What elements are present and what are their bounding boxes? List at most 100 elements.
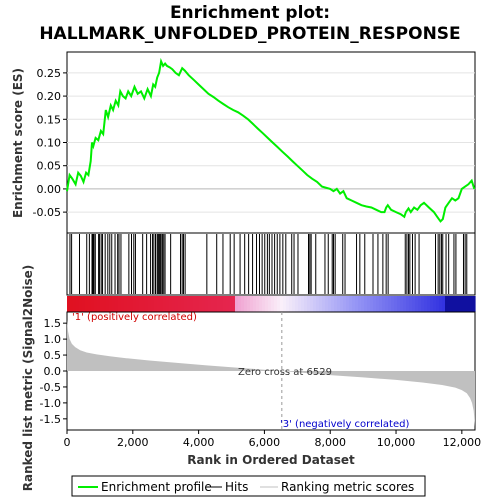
hit-marks <box>69 234 468 294</box>
heatmap-cell <box>364 296 368 312</box>
heatmap-cell <box>178 296 182 312</box>
metric-x-ticks: 0 2,000 4,000 6,000 8,000 10,000 12,000 <box>64 430 481 449</box>
heatmap-cell <box>376 296 380 312</box>
es-axis-label: Enrichment score (ES) <box>11 68 25 218</box>
heatmap-cell <box>463 296 467 312</box>
heatmap-cell <box>70 296 74 312</box>
heatmap-cell <box>439 296 443 312</box>
heatmap-cell <box>103 296 107 312</box>
heatmap-cell <box>223 296 227 312</box>
heatmap-cell <box>343 296 347 312</box>
heatmap-cell <box>313 296 317 312</box>
heatmap-cell <box>307 296 311 312</box>
metric-y-tick-label: -1.0 <box>40 397 61 410</box>
heatmap-cell <box>124 296 128 312</box>
heatmap-cell <box>421 296 425 312</box>
heatmap-cell <box>352 296 356 312</box>
heatmap-cell <box>406 296 410 312</box>
heatmap-cell <box>403 296 407 312</box>
heatmap-cell <box>169 296 173 312</box>
heatmap-cell <box>397 296 401 312</box>
hits-panel <box>66 232 476 296</box>
heatmap-cell <box>442 296 446 312</box>
heatmap-cell <box>79 296 83 312</box>
ranking-heatmap-bar <box>67 296 476 312</box>
heatmap-cell <box>451 296 455 312</box>
heatmap-cell <box>457 296 461 312</box>
heatmap-cell <box>394 296 398 312</box>
legend-hits-label: Hits <box>225 480 248 494</box>
metric-panel: 1.5 1.0 0.5 0.0 -0.5 -1.0 -1.5 0 2,000 4,000 6,00… <box>21 265 481 492</box>
heatmap-cell <box>256 296 260 312</box>
heatmap-cell <box>133 296 137 312</box>
metric-y-tick-label: 1.0 <box>44 333 62 346</box>
heatmap-cell <box>202 296 206 312</box>
heatmap-cell <box>109 296 113 312</box>
heatmap-cell <box>310 296 314 312</box>
heatmap-cell <box>199 296 203 312</box>
heatmap-cell <box>181 296 185 312</box>
metric-y-tick-label: -0.5 <box>40 381 61 394</box>
heatmap-cell <box>196 296 200 312</box>
es-y-tick-label: 0.15 <box>37 113 62 126</box>
heatmap-cell <box>82 296 86 312</box>
enrichment-profile-line <box>66 57 476 223</box>
heatmap-cell <box>175 296 179 312</box>
heatmap-cell <box>430 296 434 312</box>
heatmap-cell <box>472 296 476 312</box>
hits-panel-frame <box>66 232 476 296</box>
heatmap-cell <box>115 296 119 312</box>
heatmap-cell <box>205 296 209 312</box>
heatmap-cell <box>139 296 143 312</box>
es-y-tick-label: 0.20 <box>37 90 62 103</box>
heatmap-cell <box>361 296 365 312</box>
heatmap-cell <box>409 296 413 312</box>
heatmap-cell <box>271 296 275 312</box>
ranking-metric-area <box>67 320 475 427</box>
heatmap-cell <box>319 296 323 312</box>
heatmap-cell <box>166 296 170 312</box>
es-y-tick-label: 0.10 <box>37 137 62 150</box>
heatmap-cell <box>73 296 77 312</box>
heatmap-cell <box>367 296 371 312</box>
heatmap-cell <box>280 296 284 312</box>
heatmap-cell <box>259 296 263 312</box>
heatmap-cell <box>331 296 335 312</box>
heatmap-cell <box>100 296 104 312</box>
heatmap-cell <box>211 296 215 312</box>
heatmap-cell <box>298 296 302 312</box>
heatmap-cell <box>466 296 470 312</box>
heatmap-cell <box>418 296 422 312</box>
heatmap-cell <box>322 296 326 312</box>
positive-correlation-label: '1' (positively correlated) <box>72 312 197 323</box>
es-y-tick-label: 0.00 <box>37 183 62 196</box>
heatmap-cell <box>127 296 131 312</box>
chart-title-line2: HALLMARK_UNFOLDED_PROTEIN_RESPONSE <box>39 24 460 44</box>
heatmap-cell <box>433 296 437 312</box>
heatmap-cell <box>184 296 188 312</box>
es-y-tick-label: 0.05 <box>37 160 62 173</box>
heatmap-cell <box>160 296 164 312</box>
heatmap-cell <box>91 296 95 312</box>
heatmap-cell <box>154 296 158 312</box>
heatmap-cell <box>334 296 338 312</box>
heatmap-cell <box>400 296 404 312</box>
heatmap-cell <box>112 296 116 312</box>
heatmap-cell <box>349 296 353 312</box>
metric-axis-label: Ranked list metric (Signal2Noise) <box>21 265 35 492</box>
heatmap-cell <box>85 296 89 312</box>
heatmap-cell <box>172 296 176 312</box>
heatmap-cell <box>448 296 452 312</box>
metric-y-tick-label: 1.5 <box>44 317 62 330</box>
heatmap-cell <box>388 296 392 312</box>
heatmap-cell <box>274 296 278 312</box>
heatmap-cell <box>454 296 458 312</box>
heatmap-cell <box>220 296 224 312</box>
legend-profile-label: Enrichment profile <box>101 480 212 494</box>
heatmap-cell <box>268 296 272 312</box>
heatmap-cell <box>229 296 233 312</box>
heatmap-cell <box>151 296 155 312</box>
heatmap-cell <box>97 296 101 312</box>
heatmap-cell <box>382 296 386 312</box>
